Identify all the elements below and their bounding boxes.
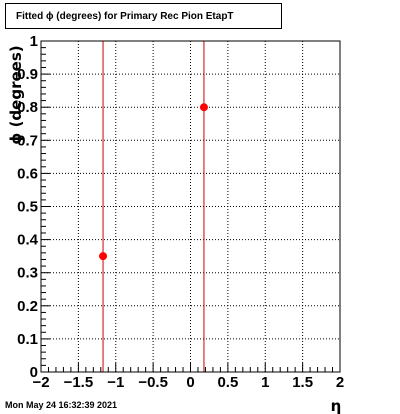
x-tick-label-4: 0 bbox=[186, 374, 194, 391]
y-tick-label-5: 0.5 bbox=[17, 199, 38, 216]
minor-ticks bbox=[40, 40, 341, 373]
y-tick-label-7: 0.7 bbox=[17, 132, 38, 149]
y-tick-label-3: 0.3 bbox=[17, 265, 38, 282]
y-tick-label-8: 0.8 bbox=[17, 99, 38, 116]
data-points bbox=[99, 103, 208, 261]
x-tick-label-5: 0.5 bbox=[217, 374, 238, 391]
x-tick-label-6: 1 bbox=[261, 374, 269, 391]
data-point-0-1 bbox=[199, 103, 208, 112]
y-tick-label-9: 0.9 bbox=[17, 66, 38, 83]
x-tick-labels: −2 −1.5 −1 −0.5 0 0.5 1 1.5 2 bbox=[32, 374, 344, 391]
y-tick-label-4: 0.4 bbox=[17, 232, 39, 249]
x-tick-label-8: 2 bbox=[336, 374, 344, 391]
plot-frame bbox=[40, 40, 341, 373]
x-tick-label-3: −0.5 bbox=[138, 374, 168, 391]
timestamp: Mon May 24 16:32:39 2021 bbox=[5, 400, 118, 410]
y-tick-label-2: 0.2 bbox=[17, 298, 38, 315]
chart-title-box: Fitted ϕ (degrees) for Primary Rec Pion … bbox=[5, 3, 282, 29]
grid bbox=[41, 41, 340, 372]
vertical-lines bbox=[102, 41, 205, 372]
chart-title: Fitted ϕ (degrees) for Primary Rec Pion … bbox=[16, 10, 234, 22]
x-axis-title: η bbox=[331, 397, 342, 414]
data-point-0-0 bbox=[99, 252, 108, 261]
y-tick-label-10: 1 bbox=[30, 33, 38, 50]
x-tick-label-2: −1 bbox=[107, 374, 124, 391]
x-tick-label-1: −1.5 bbox=[64, 374, 94, 391]
y-tick-label-6: 0.6 bbox=[17, 165, 38, 182]
y-axis-title: ϕ (degrees) bbox=[7, 45, 25, 144]
y-tick-label-0: 0 bbox=[30, 364, 38, 381]
x-tick-label-0: −2 bbox=[32, 374, 49, 391]
x-tick-label-7: 1.5 bbox=[292, 374, 313, 391]
y-tick-labels: 0 0.1 0.2 0.3 0.4 0.5 0.6 0.7 0.8 0.9 1 bbox=[17, 33, 39, 381]
y-tick-label-1: 0.1 bbox=[17, 331, 38, 348]
